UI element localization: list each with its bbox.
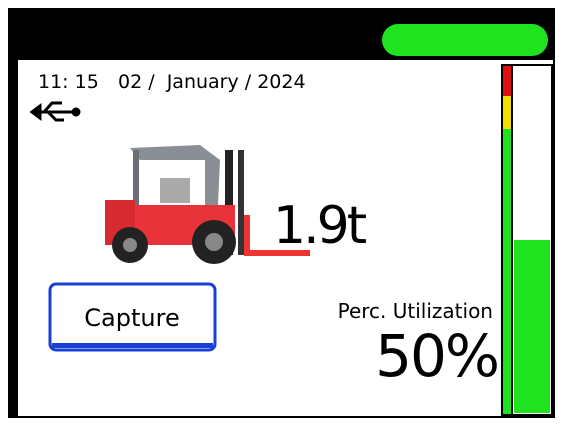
- time: 11: 15: [38, 71, 99, 93]
- usb-icon: [29, 101, 81, 122]
- utilization-gauge: [501, 64, 553, 416]
- capture-button[interactable]: Capture: [48, 282, 217, 352]
- button-shadow: [52, 343, 213, 348]
- button-frame[interactable]: [48, 282, 217, 352]
- button-label[interactable]: Capture: [84, 304, 179, 332]
- date: 02 / January / 2024: [118, 71, 306, 93]
- gauge-zone-red: [503, 66, 512, 96]
- utilization-value: 50%: [375, 322, 498, 390]
- gauge-zone-green: [503, 129, 512, 414]
- forklift-image: [105, 145, 310, 264]
- load-weight: 1.9t: [273, 196, 367, 256]
- utilization-label: Perc. Utilization: [338, 299, 493, 323]
- gauge-fill: [514, 240, 550, 413]
- status-indicator: [382, 24, 548, 56]
- gauge-zone-yellow: [503, 96, 512, 129]
